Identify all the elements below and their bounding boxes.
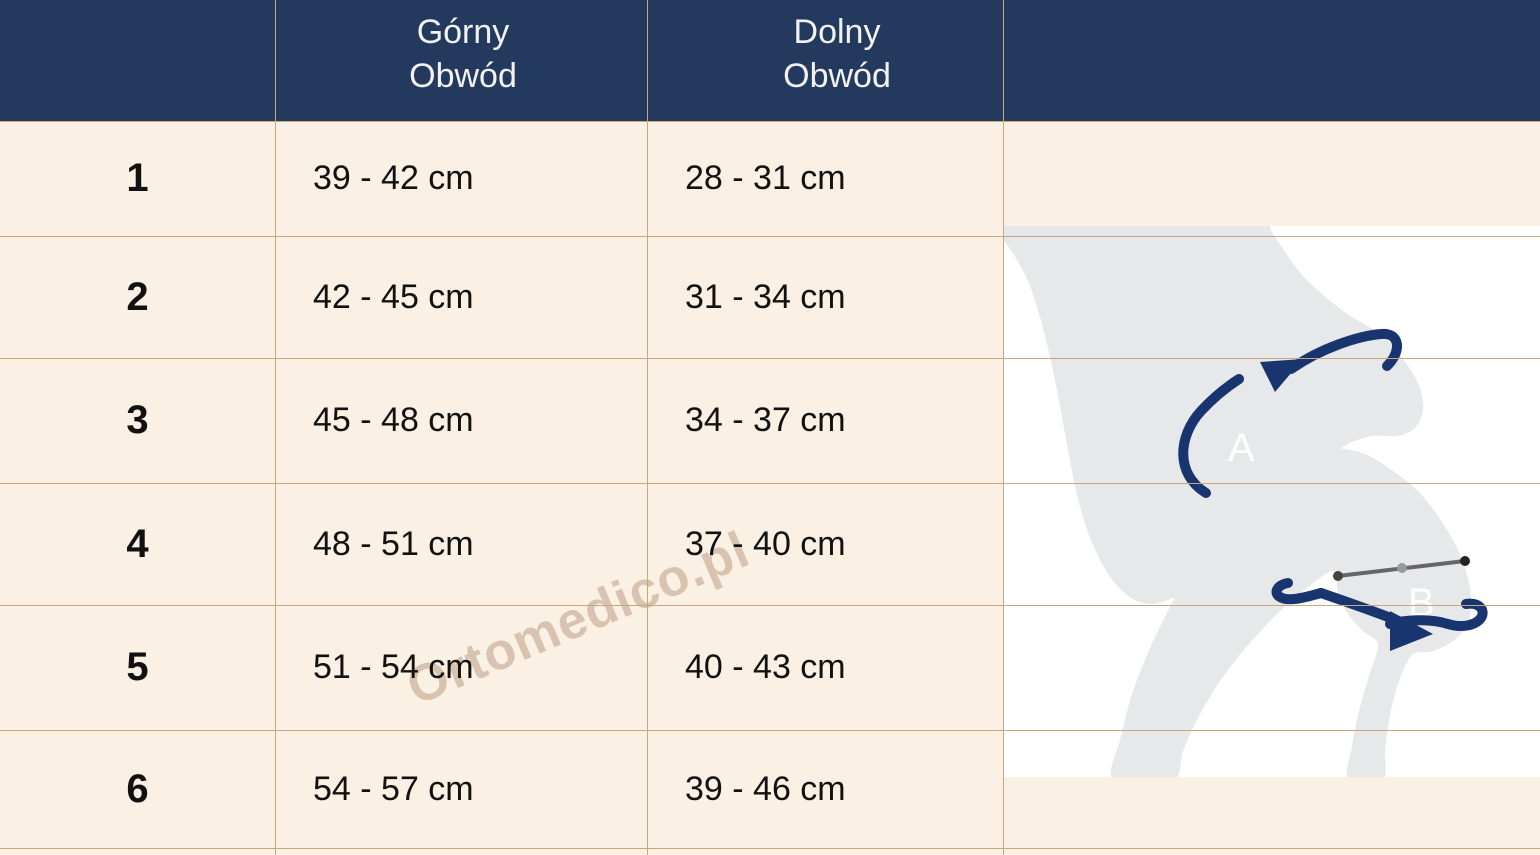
svg-text:A: A [1228, 426, 1255, 470]
